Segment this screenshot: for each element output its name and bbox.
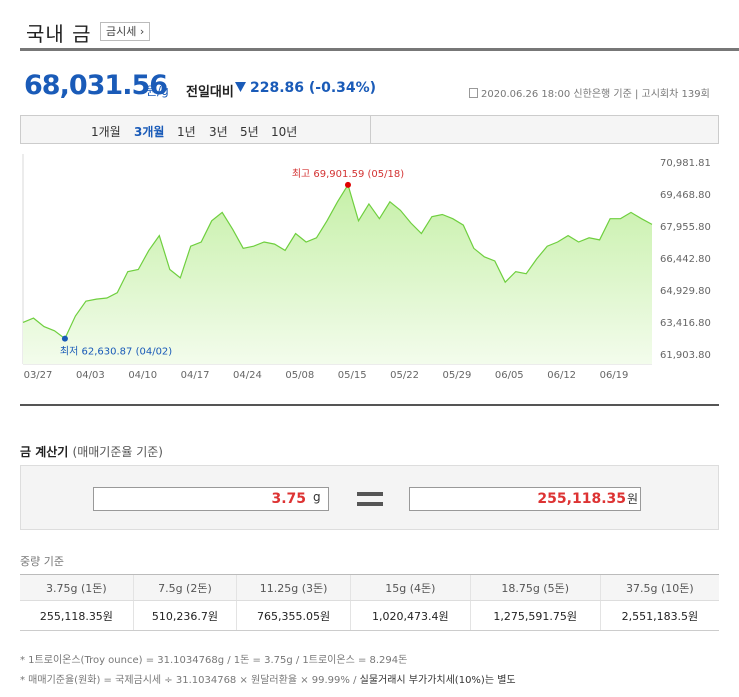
- x-tick-label: 06/05: [495, 370, 524, 381]
- x-tick-label: 04/24: [233, 370, 262, 381]
- note-base-rate-text: * 매매기준율(원화) = 국제금시세 ÷ 31.1034768 × 원달러환율…: [20, 675, 360, 686]
- price-area: [23, 184, 652, 364]
- y-tick-label: 63,416.80: [660, 318, 711, 329]
- value-cell: 2,551,183.5원: [599, 600, 719, 631]
- compare-label: 전일대비: [186, 85, 234, 100]
- note-vat-text: 실물거래시 부가가치세(10%)는 별도: [359, 675, 516, 686]
- weight-unit: g: [313, 490, 321, 504]
- note-troy-ounce: * 1트로이온스(Troy ounce) = 31.1034768g / 1돈 …: [20, 655, 408, 666]
- x-tick-label: 03/27: [24, 370, 53, 381]
- gold-price-button[interactable]: 금시세 ›: [100, 22, 151, 41]
- min-point: [61, 335, 68, 342]
- calculator-title: 금 계산기 (매매기준율 기준): [20, 443, 163, 460]
- x-tick-label: 05/29: [442, 370, 471, 381]
- value-cell: 765,355.05원: [236, 600, 351, 631]
- down-triangle-icon: [235, 82, 246, 92]
- tab-3months[interactable]: 3개월: [134, 125, 165, 139]
- won-output-field[interactable]: [409, 487, 641, 511]
- value-cell: 1,275,591.75원: [469, 600, 601, 631]
- weight-table: 3.75g (1돈) 7.5g (2돈) 11.25g (3돈) 15g (4돈…: [20, 574, 719, 631]
- x-tick-label: 05/15: [338, 370, 367, 381]
- y-tick-label: 67,955.80: [660, 222, 711, 233]
- calculator-title-text: 금 계산기: [20, 445, 69, 459]
- price-unit: 원/g: [146, 84, 169, 98]
- note-base-rate: * 매매기준율(원화) = 국제금시세 ÷ 31.1034768 × 원달러환율…: [20, 671, 516, 686]
- won-unit: 원: [627, 492, 639, 506]
- tab-5years[interactable]: 5년: [240, 125, 259, 139]
- chart-annotations: 최고 69,901.59 (05/18) 최저 62,630.87 (04/02): [60, 168, 404, 358]
- page-title: 국내 금: [26, 22, 92, 46]
- price-line: [22, 183, 653, 340]
- x-tick-label: 04/17: [181, 370, 210, 381]
- x-axis: 03/27 04/03 04/10 04/17 04/24 05/08 05/15 05/22…: [24, 370, 629, 381]
- header-cell: 37.5g (10돈): [599, 574, 719, 601]
- weight-table-title: 중량 기준: [20, 555, 64, 568]
- min-label: 최저 62,630.87 (04/02): [60, 346, 172, 358]
- x-tick-label: 06/12: [547, 370, 576, 381]
- y-tick-label: 70,981.81: [660, 158, 711, 169]
- tab-3years[interactable]: 3년: [209, 125, 228, 139]
- weight-table-header: 3.75g (1돈) 7.5g (2돈) 11.25g (3돈) 15g (4돈…: [20, 574, 719, 601]
- compare-value: 228.86 (-0.34%): [250, 80, 377, 96]
- header-cell: 7.5g (2돈): [132, 574, 237, 601]
- tab-1year[interactable]: 1년: [177, 125, 196, 139]
- header-cell: 18.75g (5돈): [469, 574, 601, 601]
- header-cell: 15g (4돈): [350, 574, 471, 601]
- document-icon: [469, 88, 478, 98]
- tab-1month[interactable]: 1개월: [91, 125, 121, 139]
- y-tick-label: 66,442.80: [660, 254, 711, 265]
- value-cell: 510,236.7원: [132, 600, 237, 631]
- x-tick-label: 04/03: [76, 370, 105, 381]
- gold-price-chart: 70,981.81 69,468.80 67,955.80 66,442.80 64,9…: [22, 154, 711, 381]
- weight-input[interactable]: [93, 487, 329, 511]
- value-cell: 255,118.35원: [20, 600, 134, 631]
- y-tick-label: 61,903.80: [660, 350, 711, 361]
- current-price: 68,031.56: [24, 70, 168, 101]
- x-tick-label: 06/19: [600, 370, 629, 381]
- tab-10years[interactable]: 10년: [271, 125, 298, 139]
- table-row: 255,118.35원 510,236.7원 765,355.05원 1,020…: [20, 600, 719, 631]
- x-tick-label: 04/10: [128, 370, 157, 381]
- header-cell: 11.25g (3돈): [236, 574, 351, 601]
- header-cell: 3.75g (1돈): [20, 574, 134, 601]
- y-tick-label: 69,468.80: [660, 190, 711, 201]
- max-point: [344, 181, 351, 188]
- max-label: 최고 69,901.59 (05/18): [292, 168, 404, 180]
- header-divider: [20, 48, 739, 51]
- section-divider: [20, 404, 719, 406]
- x-tick-label: 05/08: [285, 370, 314, 381]
- value-cell: 1,020,473.4원: [350, 600, 471, 631]
- y-tick-label: 64,929.80: [660, 286, 711, 297]
- price-meta: 2020.06.26 18:00 신한은행 기준 | 고시회차 139회: [469, 85, 710, 100]
- y-axis: 70,981.81 69,468.80 67,955.80 66,442.80 64,9…: [660, 158, 711, 361]
- price-meta-text: 2020.06.26 18:00 신한은행 기준 | 고시회차 139회: [481, 89, 710, 100]
- calculator-subtitle: (매매기준율 기준): [72, 445, 163, 459]
- period-tabs: 1개월 3개월 1년 3년 5년 10년: [20, 115, 719, 144]
- equals-icon: [357, 492, 383, 506]
- x-tick-label: 05/22: [390, 370, 419, 381]
- tab-divider: [370, 116, 371, 143]
